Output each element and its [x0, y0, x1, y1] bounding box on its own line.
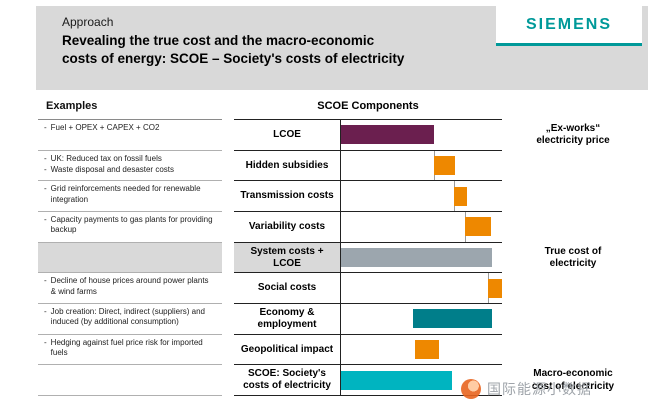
example-text: UK: Reduced tax on fossil fuels	[50, 153, 162, 163]
waterfall-bar	[453, 186, 467, 206]
examples-cell: - Grid reinforcements needed for renewabl…	[38, 181, 222, 213]
scoe-row: SCOE: Society's costs of electricity Macr…	[38, 365, 644, 397]
bar-track	[340, 212, 502, 243]
slide-title: Revealing the true cost and the macro-ec…	[62, 33, 405, 66]
example-item: - Fuel + OPEX + CAPEX + CO2	[44, 123, 214, 133]
bar-track	[340, 242, 502, 274]
component-label: Economy & employment	[234, 304, 340, 335]
scoe-row: - Job creation: Direct, indirect (supplie…	[38, 304, 644, 335]
example-text: Hedging against fuel price risk for impo…	[50, 337, 203, 358]
example-text: Decline of house prices around power pla…	[50, 276, 209, 296]
component-label: LCOE	[234, 120, 340, 151]
example-text: Job creation: Direct, indirect (supplier…	[50, 307, 205, 327]
scoe-rows: - Fuel + OPEX + CAPEX + CO2 LCOE „Ex-works“…	[38, 120, 644, 397]
scoe-row: - Decline of house prices around power pl…	[38, 273, 644, 305]
waterfall-bar	[487, 278, 502, 298]
scoe-row: - UK: Reduced tax on fossil fuels - Waste d…	[38, 150, 644, 182]
waterfall-bar	[434, 156, 456, 175]
scoe-row: - Hedging against fuel price risk for imp…	[38, 334, 644, 366]
bar-track	[340, 334, 502, 366]
examples-column-header: Examples	[38, 100, 222, 120]
bar-track	[340, 273, 502, 305]
right-annotation: „Ex-works“ electricity price	[536, 122, 610, 147]
example-item: - Job creation: Direct, indirect (supplie…	[44, 307, 214, 328]
examples-cell: - Job creation: Direct, indirect (supplie…	[38, 304, 222, 335]
right-annotation	[502, 181, 644, 212]
bullet-dash: -	[44, 276, 47, 286]
bar-track	[340, 304, 502, 335]
component-label: Geopolitical impact	[234, 335, 340, 366]
scoe-row: System costs + LCOE True cost of electric…	[38, 242, 644, 274]
bullet-dash: -	[44, 337, 47, 347]
bar-track	[340, 181, 502, 213]
example-item: - Capacity payments to gas plants for pro…	[44, 215, 214, 236]
bullet-dash: -	[44, 123, 47, 132]
scoe-table: Examples SCOE Components - Fuel + OPEX + …	[38, 100, 644, 397]
component-label: Social costs	[234, 273, 340, 305]
waterfall-bar	[415, 340, 440, 360]
right-annotation	[502, 335, 644, 366]
kicker: Approach	[62, 15, 114, 29]
watermark: 国际能源小数据	[461, 379, 592, 399]
example-item: - Hedging against fuel price risk for imp…	[44, 338, 214, 359]
right-annotation	[502, 273, 644, 304]
watermark-logo-icon	[461, 379, 481, 399]
examples-cell: - Hedging against fuel price risk for imp…	[38, 335, 222, 366]
header-spacer	[502, 100, 644, 120]
example-text: Fuel + OPEX + CAPEX + CO2	[50, 123, 160, 132]
component-label: System costs + LCOE	[234, 242, 340, 274]
watermark-text: 国际能源小数据	[487, 381, 592, 397]
bullet-dash: -	[44, 307, 47, 317]
table-header-row: Examples SCOE Components	[38, 100, 644, 120]
scoe-row: - Capacity payments to gas plants for pro…	[38, 212, 644, 243]
example-text: Waste disposal and desaster costs	[50, 165, 174, 175]
example-item: - Grid reinforcements needed for renewabl…	[44, 184, 214, 205]
bullet-dash: -	[44, 184, 47, 194]
right-annotation: Macro-economic cost of electricity	[531, 368, 615, 392]
right-annotation	[502, 212, 644, 243]
bullet-dash: -	[44, 165, 47, 175]
right-annotation	[502, 304, 644, 335]
right-annotation	[502, 151, 644, 182]
bar-track	[340, 150, 502, 182]
waterfall-bar	[341, 248, 493, 267]
siemens-logo-text: SIEMENS	[525, 15, 612, 33]
examples-cell: - Fuel + OPEX + CAPEX + CO2	[38, 120, 222, 151]
components-column-header: SCOE Components	[234, 100, 502, 120]
component-label: Hidden subsidies	[234, 151, 340, 182]
example-item: - UK: Reduced tax on fossil fuels	[44, 154, 214, 164]
siemens-logo: SIEMENS	[496, 6, 642, 46]
examples-cell: - Decline of house prices around power pl…	[38, 273, 222, 305]
waterfall-bar	[341, 370, 453, 390]
right-annotation: True cost of electricity	[544, 245, 602, 270]
examples-cell	[38, 365, 222, 397]
examples-cell: - UK: Reduced tax on fossil fuels - Waste d…	[38, 151, 222, 182]
bullet-dash: -	[44, 215, 47, 225]
examples-cell	[38, 242, 222, 274]
example-item: - Waste disposal and desaster costs	[44, 165, 214, 175]
example-text: Capacity payments to gas plants for prov…	[50, 215, 213, 235]
bar-track	[340, 120, 502, 151]
waterfall-bar	[464, 217, 491, 237]
waterfall-bar	[341, 125, 435, 145]
example-item: - Decline of house prices around power pl…	[44, 276, 214, 297]
component-label: Transmission costs	[234, 181, 340, 213]
waterfall-bar	[413, 309, 493, 329]
component-label: Variability costs	[234, 212, 340, 243]
examples-cell: - Capacity payments to gas plants for pro…	[38, 212, 222, 243]
scoe-row: - Grid reinforcements needed for renewabl…	[38, 181, 644, 213]
example-text: Grid reinforcements needed for renewable…	[50, 184, 201, 204]
bullet-dash: -	[44, 153, 47, 163]
bar-track	[340, 365, 502, 397]
component-label: SCOE: Society's costs of electricity	[234, 365, 340, 397]
scoe-row: - Fuel + OPEX + CAPEX + CO2 LCOE „Ex-works“…	[38, 120, 644, 151]
